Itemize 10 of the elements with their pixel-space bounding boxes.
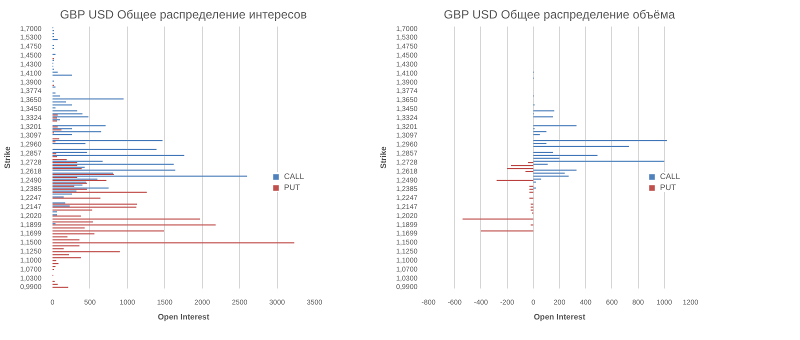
x-axis-title: Open Interest: [158, 312, 210, 322]
chart-title: GBP USD Общее распределение интересов: [60, 8, 307, 22]
x-axis-title: Open Interest: [534, 312, 586, 322]
y-axis-title: Strike: [3, 146, 12, 169]
legend-label: PUT: [284, 183, 301, 192]
legend-label: PUT: [660, 183, 677, 192]
legend-label: CALL: [284, 172, 304, 181]
chart-title: GBP USD Общее распределение объёма: [444, 8, 676, 22]
legend-label: CALL: [660, 172, 680, 181]
y-axis-title: Strike: [379, 146, 388, 169]
